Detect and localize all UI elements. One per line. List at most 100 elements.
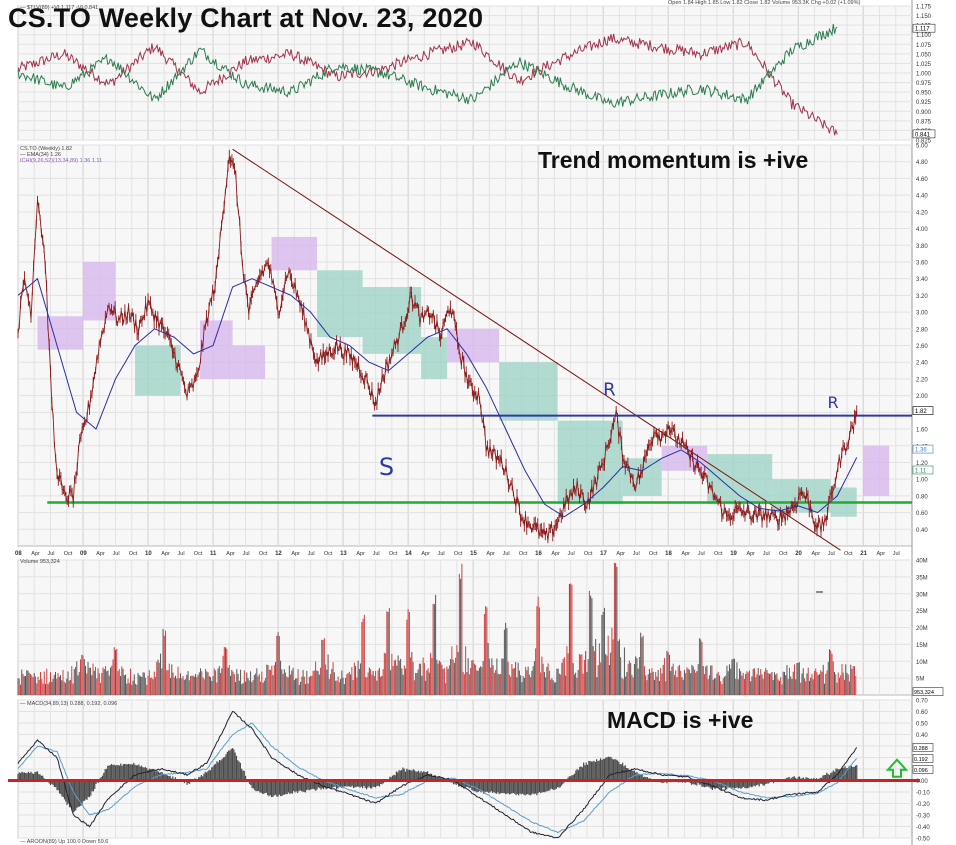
macd-tick-label: -0.30 [916, 814, 930, 820]
x-tick-label: Oct [64, 551, 73, 557]
price-tick-label: 4.00 [916, 227, 928, 233]
support-mark: S [379, 453, 394, 481]
x-tick-label: Jul [503, 551, 510, 557]
price-tick-label: 0.60 [916, 511, 928, 517]
minus-vi-value-label-box [912, 129, 936, 139]
plus-vi-value-label-box [912, 23, 936, 33]
price-tick-label: 1.60 [916, 428, 928, 434]
x-tick-label: Jul [698, 551, 705, 557]
x-tick-label: 12 [275, 551, 282, 557]
volume-last-box [912, 687, 944, 696]
ichimoku-label-b: 1.11 [915, 468, 927, 474]
x-tick-label: Apr [226, 551, 235, 557]
macd-tick-label: -0.20 [916, 802, 930, 808]
minus-vi-line [17, 33, 838, 136]
ema-legend: — EMA(34) 1.26 [20, 152, 61, 158]
volume-legend: Volume 953,324 [20, 559, 60, 565]
vortex-tick-label: 0.975 [916, 81, 932, 87]
x-tick-label: 17 [600, 551, 607, 557]
macd-tick-label: 0.70 [916, 699, 928, 705]
ichimoku-cloud-purple [271, 236, 318, 271]
vortex-tick-label: 1.075 [916, 43, 932, 49]
x-tick-label: Apr [486, 551, 495, 557]
x-tick-label: Jul [438, 551, 445, 557]
macd-tick-label: -0.40 [916, 825, 930, 831]
up-arrow-icon [885, 758, 909, 778]
x-tick-label: Apr [616, 551, 625, 557]
vortex-tick-label: 1.100 [916, 33, 932, 39]
chart-title: CS.TO Weekly Chart at Nov. 23, 2020 [8, 3, 484, 33]
x-tick-label: Apr [31, 551, 40, 557]
x-tick-label: 19 [730, 551, 737, 557]
vortex-tick-label: 0.825 [916, 139, 932, 145]
price-tick-label: 2.00 [916, 394, 928, 400]
x-tick-label: Oct [389, 551, 398, 557]
ichimoku-cloud-purple [232, 345, 266, 379]
x-tick-label: Oct [519, 551, 528, 557]
macd-tick-label: 0.40 [916, 733, 928, 739]
x-tick-label: 18 [665, 551, 672, 557]
resistance-mark-2017: R [603, 380, 616, 401]
plus-vi-line [17, 23, 838, 108]
x-tick-label: Apr [876, 551, 885, 557]
last-price-label: 1.82 [915, 409, 927, 415]
ichimoku-cloud-green [317, 270, 363, 338]
price-tick-label: 3.60 [916, 260, 928, 266]
price-tick-label: 2.60 [916, 344, 928, 350]
price-legend: CS.TO (Weekly) 1.82 [20, 146, 72, 152]
x-tick-label: Jul [178, 551, 185, 557]
price-tick-label: 2.80 [916, 327, 928, 333]
price-tick-label: 4.80 [916, 160, 928, 166]
x-tick-label: Jul [373, 551, 380, 557]
ichimoku-cloud-green [135, 345, 181, 396]
macd-line [17, 710, 858, 839]
x-tick-label: Oct [584, 551, 593, 557]
ichimoku-cloud-green [499, 362, 558, 421]
macd-value-box [912, 765, 934, 774]
ichimoku-cloud-purple [200, 320, 233, 379]
x-tick-label: Oct [779, 551, 788, 557]
x-tick-label: Jul [568, 551, 575, 557]
x-tick-label: Oct [194, 551, 203, 557]
last-price-label-box [912, 406, 934, 415]
vortex-tick-label: 1.000 [916, 72, 932, 78]
x-tick-label: 11 [210, 551, 217, 557]
price-tick-label: 0.80 [916, 494, 928, 500]
macd-legend: — MACD(34,89,13) 0.288, 0.192, 0.096 [20, 701, 117, 707]
volume-last-label: 953,324 [914, 690, 934, 696]
x-tick-label: 14 [405, 551, 412, 557]
vortex-tick-label: 0.950 [916, 91, 932, 97]
x-tick-label: Apr [291, 551, 300, 557]
macd-value-label: 0.192 [914, 757, 928, 763]
ohlc-readout: Open 1.84 High 1.85 Low 1.82 Close 1.82 … [668, 0, 860, 6]
ichimoku-label-a-box [912, 444, 934, 454]
macd-tick-label: -0.50 [916, 837, 930, 843]
right-axis-strip [912, 0, 956, 845]
x-tick-label: Jul [828, 551, 835, 557]
x-tick-label: Oct [714, 551, 723, 557]
x-tick-label: 20 [795, 551, 802, 557]
volume-tick-label: 20M [916, 626, 928, 632]
x-tick-label: Oct [649, 551, 658, 557]
minus-vi-value-label: 0.841 [915, 132, 931, 138]
macd-value-box [912, 743, 934, 752]
price-tick-label: 4.20 [916, 210, 928, 216]
x-tick-label: Apr [421, 551, 430, 557]
ichimoku-cloud-green [421, 337, 448, 379]
x-tick-label: Oct [844, 551, 853, 557]
ichimoku-legend: ICHI(9,26,52)(13,34,89) 1.36 1.11 [20, 158, 102, 164]
descending-trendline [232, 148, 841, 551]
vortex-tick-label: 0.925 [916, 100, 932, 106]
x-tick-label: 13 [340, 551, 347, 557]
x-tick-label: Apr [356, 551, 365, 557]
macd-tick-label: -0.10 [916, 791, 930, 797]
x-tick-label: Jul [633, 551, 640, 557]
x-tick-label: Apr [551, 551, 560, 557]
x-tick-label: Oct [324, 551, 333, 557]
price-tick-label: 2.20 [916, 377, 928, 383]
macd-annotation: MACD is +ive [607, 707, 754, 733]
volume-tick-label: 15M [916, 643, 928, 649]
ichimoku-cloud-purple [37, 316, 84, 350]
volume-tick-label: 30M [916, 592, 928, 598]
x-tick-label: Jul [308, 551, 315, 557]
